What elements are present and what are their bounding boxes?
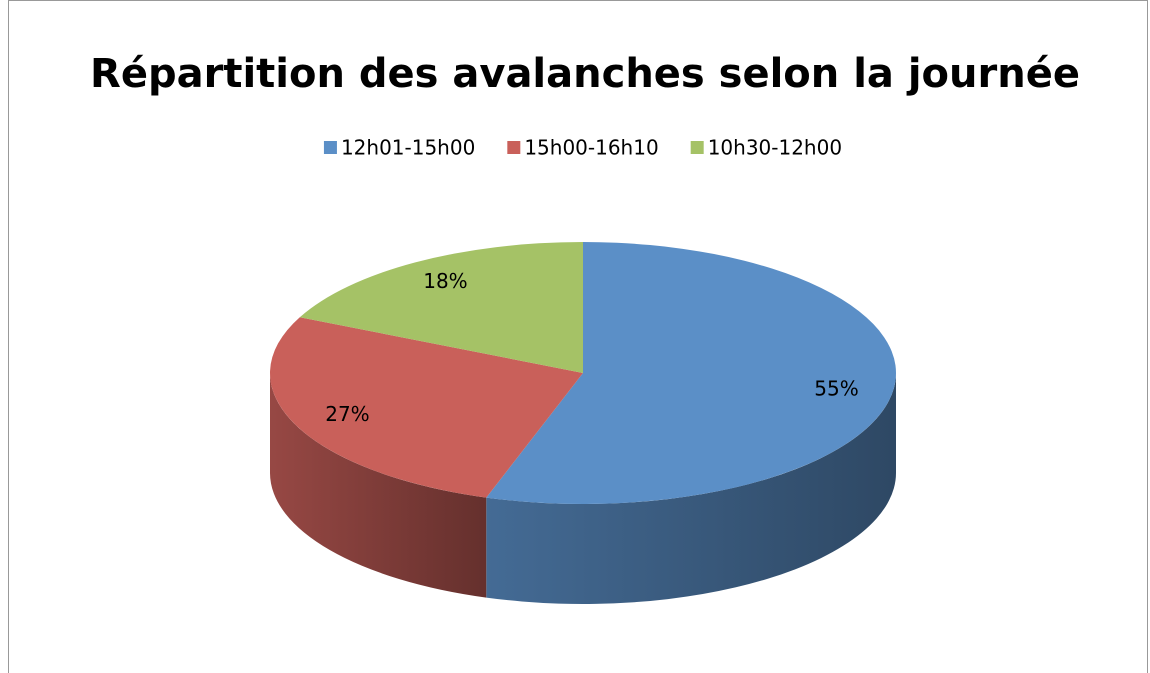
legend-swatch xyxy=(690,141,704,154)
data-label: 55% xyxy=(814,376,858,400)
data-label: 18% xyxy=(423,269,467,293)
legend-swatch xyxy=(507,141,521,154)
legend-label: 12h01-15h00 xyxy=(341,136,475,160)
slice-side xyxy=(486,373,896,604)
legend-swatch xyxy=(323,141,337,154)
legend-label: 15h00-16h10 xyxy=(524,136,658,160)
slice xyxy=(269,317,583,498)
data-label: 27% xyxy=(325,402,369,426)
slice xyxy=(299,242,583,373)
chart-title: Répartition des avalanches selon la jour… xyxy=(90,51,1080,97)
slice xyxy=(486,242,896,504)
slice-side xyxy=(270,373,487,598)
legend-label: 10h30-12h00 xyxy=(708,136,842,160)
plot-area: 55% 27% 18% xyxy=(269,242,896,604)
legend: 12h01-15h00 15h00-16h10 10h30-12h00 xyxy=(323,136,842,160)
chart-frame xyxy=(8,0,1148,673)
